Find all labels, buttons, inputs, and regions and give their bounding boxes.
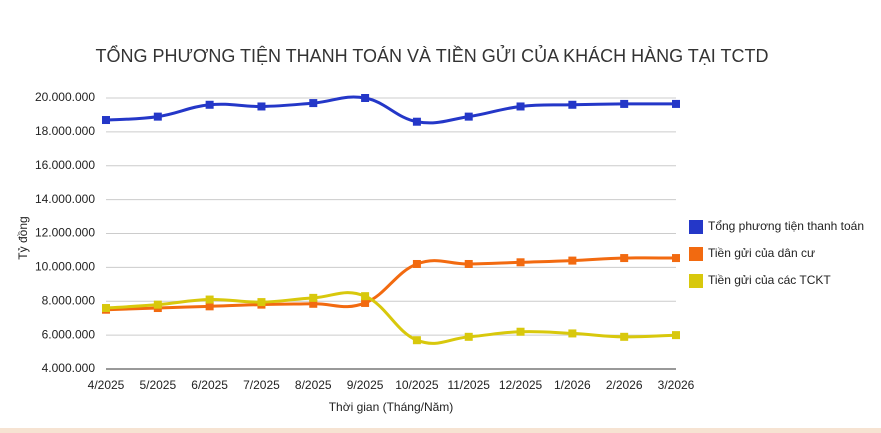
x-tick-label: 3/2026 bbox=[658, 378, 695, 392]
data-point bbox=[412, 117, 421, 126]
data-point bbox=[464, 112, 473, 121]
data-point bbox=[672, 254, 680, 263]
x-tick-label: 7/2025 bbox=[243, 378, 280, 392]
data-point bbox=[516, 327, 525, 336]
x-tick-label: 2/2026 bbox=[606, 378, 643, 392]
x-tick-label: 8/2025 bbox=[295, 378, 332, 392]
data-point bbox=[516, 258, 525, 267]
data-point bbox=[412, 336, 421, 345]
data-point bbox=[153, 300, 162, 309]
x-tick-label: 12/2025 bbox=[499, 378, 543, 392]
y-tick-label: 12.000.000 bbox=[35, 226, 95, 240]
data-point bbox=[102, 304, 110, 313]
x-tick-label: 9/2025 bbox=[347, 378, 384, 392]
data-point bbox=[361, 298, 370, 307]
data-point bbox=[620, 254, 629, 263]
data-point bbox=[309, 99, 318, 108]
legend-swatch bbox=[689, 220, 703, 234]
data-point bbox=[361, 292, 370, 301]
data-point bbox=[153, 112, 162, 121]
data-point bbox=[257, 102, 266, 111]
data-point bbox=[412, 259, 421, 268]
y-tick-label: 8.000.000 bbox=[42, 293, 96, 307]
data-point bbox=[620, 99, 629, 108]
chart-title: TỔNG PHƯƠNG TIỆN THANH TOÁN VÀ TIỀN GỬI … bbox=[96, 45, 769, 66]
data-point bbox=[568, 100, 577, 109]
data-point bbox=[205, 295, 214, 304]
x-tick-label: 4/2025 bbox=[88, 378, 125, 392]
series-line bbox=[105, 95, 677, 125]
data-point bbox=[620, 332, 629, 341]
y-tick-label: 10.000.000 bbox=[35, 260, 95, 274]
data-point bbox=[568, 256, 577, 265]
bottom-border bbox=[0, 428, 881, 433]
data-point bbox=[309, 293, 318, 302]
x-tick-label: 1/2026 bbox=[554, 378, 591, 392]
x-tick-label: 10/2025 bbox=[395, 378, 439, 392]
legend-swatch bbox=[689, 274, 703, 288]
x-tick-label: 11/2025 bbox=[447, 378, 490, 392]
y-tick-label: 16.000.000 bbox=[35, 158, 95, 172]
data-point bbox=[205, 100, 214, 109]
y-axis-title: Tỷ đồng bbox=[16, 216, 30, 259]
y-tick-label: 14.000.000 bbox=[35, 192, 95, 206]
y-tick-label: 18.000.000 bbox=[35, 124, 95, 138]
x-axis-title: Thời gian (Tháng/Năm) bbox=[329, 400, 454, 414]
legend-swatch bbox=[689, 247, 703, 261]
data-point bbox=[464, 259, 473, 268]
data-point bbox=[516, 102, 525, 111]
legend-label: Tiền gửi của các TCKT bbox=[708, 273, 831, 287]
data-point bbox=[361, 94, 370, 102]
legend-label: Tổng phương tiện thanh toán bbox=[708, 219, 864, 233]
data-point bbox=[568, 329, 577, 338]
y-tick-label: 20.000.000 bbox=[35, 90, 95, 104]
data-point bbox=[672, 99, 680, 108]
y-tick-label: 6.000.000 bbox=[42, 327, 96, 341]
data-point bbox=[309, 299, 318, 308]
series-line bbox=[105, 291, 677, 345]
x-tick-label: 6/2025 bbox=[191, 378, 228, 392]
data-point bbox=[257, 298, 266, 307]
data-point bbox=[672, 331, 680, 340]
data-point bbox=[205, 302, 214, 311]
data-point bbox=[464, 332, 473, 341]
y-tick-label: 4.000.000 bbox=[42, 361, 96, 375]
data-point bbox=[102, 116, 110, 125]
legend-label: Tiền gửi của dân cư bbox=[708, 246, 815, 260]
x-tick-label: 5/2025 bbox=[139, 378, 176, 392]
